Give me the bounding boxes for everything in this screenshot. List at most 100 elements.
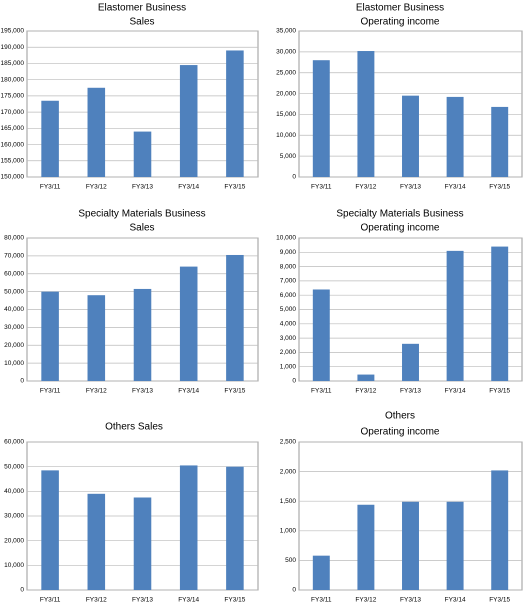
y-tick-label: 185,000 [1, 60, 25, 67]
y-tick-label: 0 [292, 174, 296, 181]
x-tick-label: FY3/12 [86, 184, 107, 191]
y-tick-label: 190,000 [1, 44, 25, 51]
x-tick-label: FY3/11 [40, 597, 61, 602]
bar [357, 374, 375, 381]
y-tick-label: 8,000 [280, 263, 297, 270]
y-tick-label: 60,000 [4, 439, 24, 446]
x-tick-label: FY3/15 [224, 184, 245, 191]
y-tick-label: 35,000 [276, 28, 296, 35]
y-tick-label: 40,000 [4, 488, 24, 495]
bar [179, 65, 198, 177]
chart-title: Sales [129, 17, 154, 28]
x-tick-label: FY3/12 [355, 184, 376, 191]
bar [41, 470, 59, 590]
x-tick-label: FY3/11 [311, 597, 332, 602]
y-tick-label: 150,000 [1, 174, 25, 181]
chart-title: Sales [129, 223, 154, 234]
x-tick-label: FY3/14 [445, 597, 466, 602]
bar [41, 100, 59, 177]
x-tick-label: FY3/12 [86, 388, 107, 395]
y-tick-label: 160,000 [1, 141, 25, 148]
bar [491, 246, 509, 381]
y-tick-label: 0 [20, 378, 24, 385]
bar [491, 106, 509, 177]
y-tick-label: 50,000 [4, 463, 24, 470]
y-tick-label: 2,000 [280, 468, 297, 475]
y-tick-label: 3,000 [280, 335, 297, 342]
bar [446, 96, 464, 177]
bar [446, 501, 464, 590]
bar [312, 60, 330, 178]
y-tick-label: 80,000 [4, 235, 24, 242]
y-tick-label: 195,000 [1, 28, 25, 35]
bar [312, 289, 330, 381]
bar [357, 51, 375, 177]
x-tick-label: FY3/15 [489, 597, 510, 602]
y-tick-label: 500 [285, 557, 296, 564]
x-tick-label: FY3/14 [178, 388, 199, 395]
x-tick-label: FY3/13 [132, 597, 153, 602]
x-tick-label: FY3/15 [489, 184, 510, 191]
x-tick-label: FY3/15 [224, 597, 245, 602]
y-tick-label: 30,000 [276, 49, 296, 56]
y-tick-label: 165,000 [1, 125, 25, 132]
y-tick-label: 50,000 [4, 288, 24, 295]
bar [402, 501, 419, 590]
bar [179, 266, 198, 381]
bar [133, 131, 152, 177]
y-tick-label: 30,000 [4, 324, 24, 331]
y-tick-label: 40,000 [4, 306, 24, 313]
y-tick-label: 0 [20, 587, 24, 594]
y-tick-label: 20,000 [276, 90, 296, 97]
y-tick-label: 4,000 [280, 321, 297, 328]
y-tick-label: 155,000 [1, 157, 25, 164]
x-tick-label: FY3/13 [400, 597, 421, 602]
chart-title: Others Sales [105, 422, 163, 433]
chart-title: Elastomer Business [98, 3, 186, 14]
bar [41, 291, 59, 381]
x-tick-label: FY3/13 [132, 184, 153, 191]
y-tick-label: 5,000 [280, 306, 297, 313]
y-tick-label: 0 [292, 587, 296, 594]
bar [491, 470, 509, 590]
y-tick-label: 20,000 [4, 342, 24, 349]
bar [402, 95, 419, 177]
bar [312, 555, 330, 590]
bar [226, 466, 244, 590]
y-tick-label: 1,000 [280, 363, 297, 370]
y-tick-label: 10,000 [276, 132, 296, 139]
x-tick-label: FY3/15 [489, 388, 510, 395]
chart-title: Elastomer Business [356, 3, 444, 14]
x-tick-label: FY3/13 [400, 184, 421, 191]
y-tick-label: 60,000 [4, 270, 24, 277]
bar [179, 465, 198, 590]
chart-title: Operating income [361, 223, 440, 234]
y-tick-label: 20,000 [4, 537, 24, 544]
x-tick-label: FY3/11 [311, 184, 332, 191]
x-tick-label: FY3/15 [224, 388, 245, 395]
y-tick-label: 10,000 [276, 235, 296, 242]
y-tick-label: 30,000 [4, 513, 24, 520]
y-tick-label: 15,000 [276, 111, 296, 118]
x-tick-label: FY3/12 [355, 388, 376, 395]
y-tick-label: 70,000 [4, 253, 24, 260]
x-tick-label: FY3/13 [132, 388, 153, 395]
x-tick-label: FY3/14 [445, 388, 466, 395]
y-tick-label: 1,500 [280, 498, 297, 505]
y-tick-label: 10,000 [4, 360, 24, 367]
y-tick-label: 6,000 [280, 292, 297, 299]
x-tick-label: FY3/11 [40, 388, 61, 395]
chart-title: Others [385, 411, 415, 422]
chart-title: Specialty Materials Business [78, 209, 205, 220]
bar [133, 288, 152, 381]
chart-title: Operating income [361, 17, 440, 28]
x-tick-label: FY3/11 [311, 388, 332, 395]
y-tick-label: 5,000 [280, 153, 297, 160]
x-tick-label: FY3/12 [355, 597, 376, 602]
x-tick-label: FY3/14 [178, 597, 199, 602]
x-tick-label: FY3/14 [445, 184, 466, 191]
y-tick-label: 175,000 [1, 93, 25, 100]
y-tick-label: 25,000 [276, 69, 296, 76]
y-tick-label: 2,000 [280, 349, 297, 356]
